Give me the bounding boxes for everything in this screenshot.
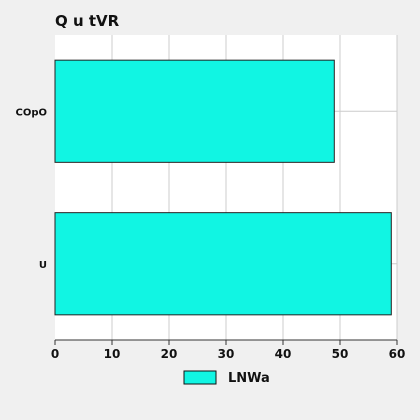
x-tick-label: 30: [218, 347, 235, 361]
x-tick-label: 40: [275, 347, 292, 361]
chart-title: Q u tVR: [55, 12, 120, 30]
y-axis-categories: COpO U: [16, 107, 48, 271]
x-tick-label: 0: [51, 347, 59, 361]
x-axis-ticks: 0 10 20 30 40 50 60: [51, 340, 406, 361]
y-category-label: U: [39, 260, 47, 271]
legend: LNWa: [183, 370, 270, 386]
x-tick-label: 10: [104, 347, 121, 361]
x-tick-label: 60: [389, 347, 406, 361]
x-tick-label: 20: [161, 347, 178, 361]
legend-swatch: [183, 370, 217, 385]
x-tick-label: 50: [332, 347, 349, 361]
bars: [54, 59, 392, 316]
bar-copo: [54, 59, 335, 163]
y-category-label: COpO: [16, 107, 48, 118]
bar-u: [54, 212, 392, 316]
legend-label: LNWa: [228, 371, 270, 386]
